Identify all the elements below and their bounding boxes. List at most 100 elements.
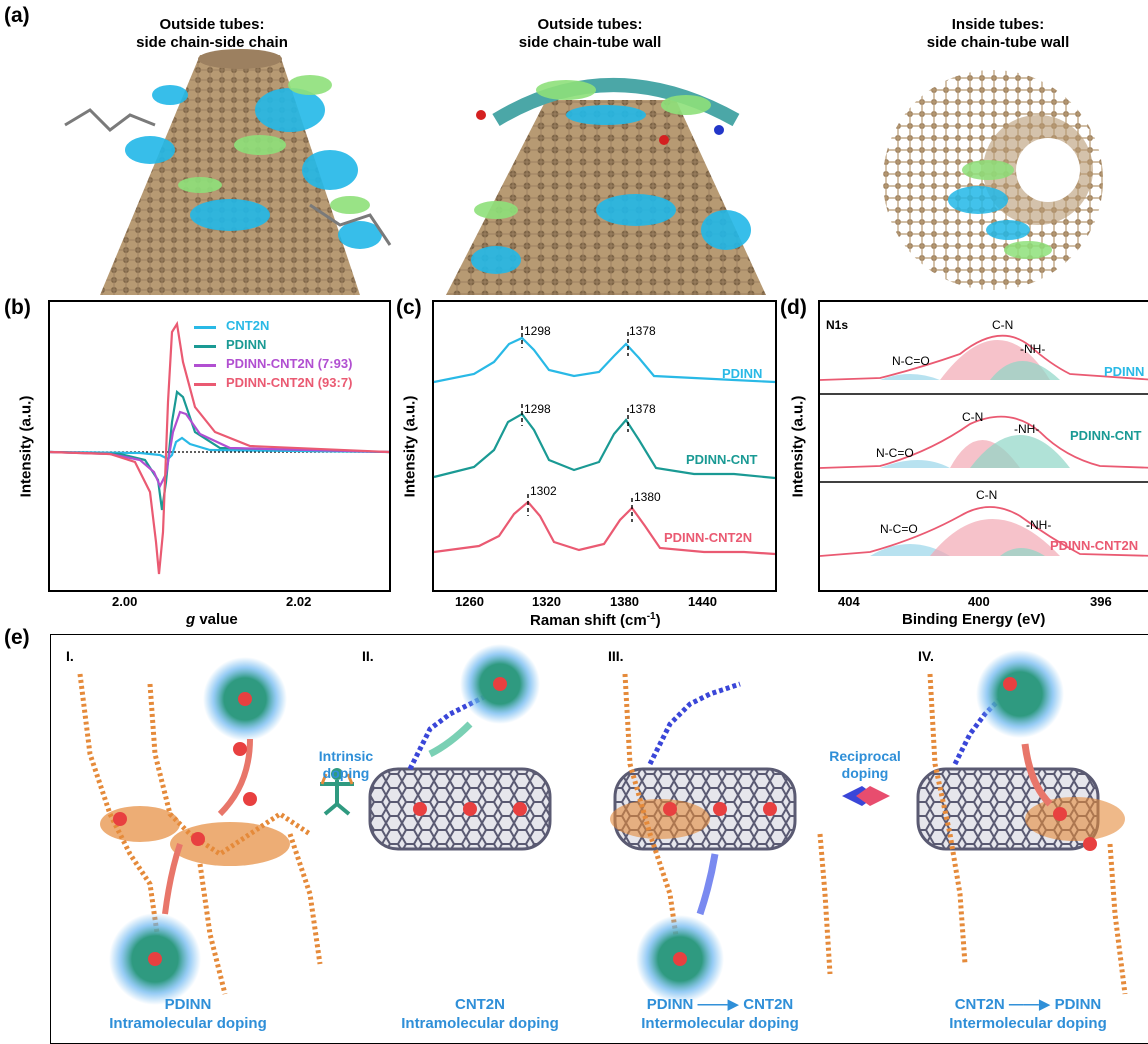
- panel-d-plot: [819, 334, 1148, 557]
- panel-c-xlabel: Raman shift (cm-1): [530, 611, 661, 629]
- xps-fill-nco-3: [870, 544, 950, 556]
- xps-fill-nh-2: [970, 435, 1070, 468]
- panel-a-render-outside-tube-wall: [446, 78, 766, 295]
- panel-a-title-2: Outside tubes: side chain-tube wall: [470, 16, 710, 52]
- legend-swatch-7-93: [194, 364, 216, 367]
- xps-fill-nh-1: [990, 361, 1060, 380]
- xps-label-nh-2: -NH-: [1014, 422, 1040, 436]
- stage-2-caption-line1: CNT2N: [454, 996, 505, 1013]
- raman-curve-pdinn-cnt2n: [433, 500, 776, 556]
- intrinsic-line1: Intrinsic: [318, 748, 374, 764]
- panel-a-title-1: Outside tubes: side chain-side chain: [92, 16, 332, 52]
- xps-fit-3: [819, 506, 1148, 557]
- stage-1-label: I.: [66, 648, 74, 664]
- stage-1-caption-line1: PDINN: [164, 996, 212, 1013]
- peak-label-pdinn-cnt2n-1: 1302: [530, 484, 557, 498]
- panel-a-render-outside-side-chain: [64, 49, 392, 295]
- stage-3-caption-line1: PDINN ——▶ CNT2N: [646, 996, 794, 1013]
- panel-c-plot-frame: 1298 1378 PDINN 1298 1378 PDINN-CNT 1302…: [432, 300, 777, 592]
- panel-b-xlabel-g: g: [186, 611, 196, 628]
- panel-a-title-1-line1: Outside tubes:: [159, 16, 265, 33]
- xps-label-pdinn: PDINN: [1104, 364, 1145, 379]
- xps-fit-1: [819, 334, 1148, 381]
- panel-d-label: (d): [780, 296, 807, 319]
- panel-c-xtick-4: 1440: [688, 594, 717, 609]
- peak-label-pdinn-1: 1298: [524, 324, 551, 338]
- reciprocal-line2: doping: [841, 765, 889, 781]
- panel-a-title-3: Inside tubes: side chain-tube wall: [878, 16, 1118, 52]
- stage-1-caption-line2: Intramolecular doping: [109, 1015, 267, 1032]
- legend-cnt2n: CNT2N: [226, 318, 270, 333]
- panel-d-xlabel: Binding Energy (eV): [902, 611, 1046, 628]
- stage-2-molecule: [368, 644, 552, 851]
- legend-pdinn-cnt2n-7-93: PDINN-CNT2N (7:93): [226, 356, 353, 371]
- panel-a-title-1-line2: side chain-side chain: [136, 34, 288, 51]
- panel-b-ylabel: Intensity (a.u.): [17, 395, 35, 498]
- panel-c-label: (c): [396, 296, 422, 319]
- panel-b-plot-frame: CNT2N PDINN PDINN-CNT2N (7:93) PDINN-CNT…: [48, 300, 391, 592]
- panel-e-illustration: [77, 644, 1128, 1005]
- stage-4-molecule: [916, 650, 1128, 995]
- xps-label-nh-3: -NH-: [1026, 518, 1052, 532]
- panel-c-xtick-1: 1260: [455, 594, 484, 609]
- peak-label-pdinn-2: 1378: [629, 324, 656, 338]
- panel-d-xtick-1: 404: [838, 594, 860, 609]
- legend-pdinn-cnt2n-93-7: PDINN-CNT2N (93:7): [226, 375, 353, 390]
- panel-b-plot: [49, 320, 390, 575]
- panel-d-xtick-3: 396: [1090, 594, 1112, 609]
- stage-1-caption: PDINN Intramolecular doping: [68, 995, 308, 1033]
- panel-e-label: (e): [4, 626, 30, 649]
- panel-c-xtick-2: 1320: [532, 594, 561, 609]
- stage-3-label: III.: [608, 648, 624, 664]
- reciprocal-doping-label: Reciprocal doping: [810, 748, 920, 782]
- panel-b-xlabel: g value: [186, 611, 238, 628]
- panel-c-xlabel-text: Raman shift (cm: [530, 612, 647, 629]
- stage-3-caption-line2: Intermolecular doping: [641, 1015, 799, 1032]
- xps-fit-2: [819, 415, 1148, 469]
- panel-c-ylabel: Intensity (a.u.): [401, 395, 419, 498]
- panel-d-n1s: N1s: [826, 318, 849, 332]
- panel-c-xlabel-end: ): [655, 612, 661, 629]
- xps-label-nco-3: N-C=O: [880, 522, 918, 536]
- reciprocal-doping-icon: [842, 786, 890, 806]
- peak-label-pdinn-cnt-1: 1298: [524, 402, 551, 416]
- stage-2-caption-line2: Intramolecular doping: [401, 1015, 559, 1032]
- intrinsic-line2: doping: [322, 765, 370, 781]
- xps-fill-nh-3: [1000, 548, 1045, 556]
- legend-swatch-93-7: [194, 383, 216, 386]
- reciprocal-line1: Reciprocal: [829, 748, 901, 764]
- stage-2-label: II.: [362, 648, 374, 664]
- panel-a-render-inside-tube-wall: [883, 70, 1103, 290]
- panel-b-xtick-1: 2.00: [112, 594, 138, 609]
- peak-label-pdinn-cnt-2: 1378: [629, 402, 656, 416]
- panel-d-xtick-2: 400: [968, 594, 990, 609]
- panel-a-label: (a): [4, 4, 30, 27]
- xps-label-nh-1: -NH-: [1020, 342, 1046, 356]
- stage-4-caption: CNT2N ——▶ PDINN Intermolecular doping: [908, 995, 1148, 1033]
- stage-2-caption: CNT2N Intramolecular doping: [360, 995, 600, 1033]
- xps-label-cn-2: C-N: [962, 410, 984, 424]
- legend-swatch-pdinn: [194, 345, 216, 348]
- xps-fill-nco-2: [880, 460, 950, 468]
- panel-c-plot: [433, 326, 776, 556]
- curve-pdinn-cnt2n-7-93: [49, 410, 390, 489]
- xps-label-cn-1: C-N: [992, 318, 1014, 332]
- raman-label-pdinn-cnt: PDINN-CNT: [686, 452, 758, 467]
- panel-a-title-3-line1: Inside tubes:: [951, 16, 1045, 33]
- panel-c-xtick-3: 1380: [610, 594, 639, 609]
- panel-a-title-2-line1: Outside tubes:: [537, 16, 643, 33]
- stage-3-molecule: [610, 673, 833, 1003]
- panel-c-xlabel-sup: -1: [646, 611, 656, 622]
- panel-a-title-3-line2: side chain-tube wall: [926, 34, 1070, 51]
- xps-label-nco-1: N-C=O: [892, 354, 930, 368]
- curve-pdinn-cnt2n-93-7: [49, 320, 390, 575]
- legend-pdinn: PDINN: [226, 337, 267, 352]
- raman-curve-pdinn: [433, 336, 776, 384]
- raman-label-pdinn-cnt2n: PDINN-CNT2N: [664, 530, 753, 545]
- xps-fill-nco-1: [880, 374, 940, 380]
- panel-d-plot-frame: N1s N-C=O C-N -NH- PDINN N-C=O C-N -NH- …: [818, 300, 1148, 592]
- stage-3-caption: PDINN ——▶ CNT2N Intermolecular doping: [600, 995, 840, 1033]
- stage-4-caption-line1: CNT2N ——▶ PDINN: [954, 996, 1102, 1013]
- panel-b-xlabel-rest: value: [195, 611, 238, 628]
- xps-label-cn-3: C-N: [976, 488, 998, 502]
